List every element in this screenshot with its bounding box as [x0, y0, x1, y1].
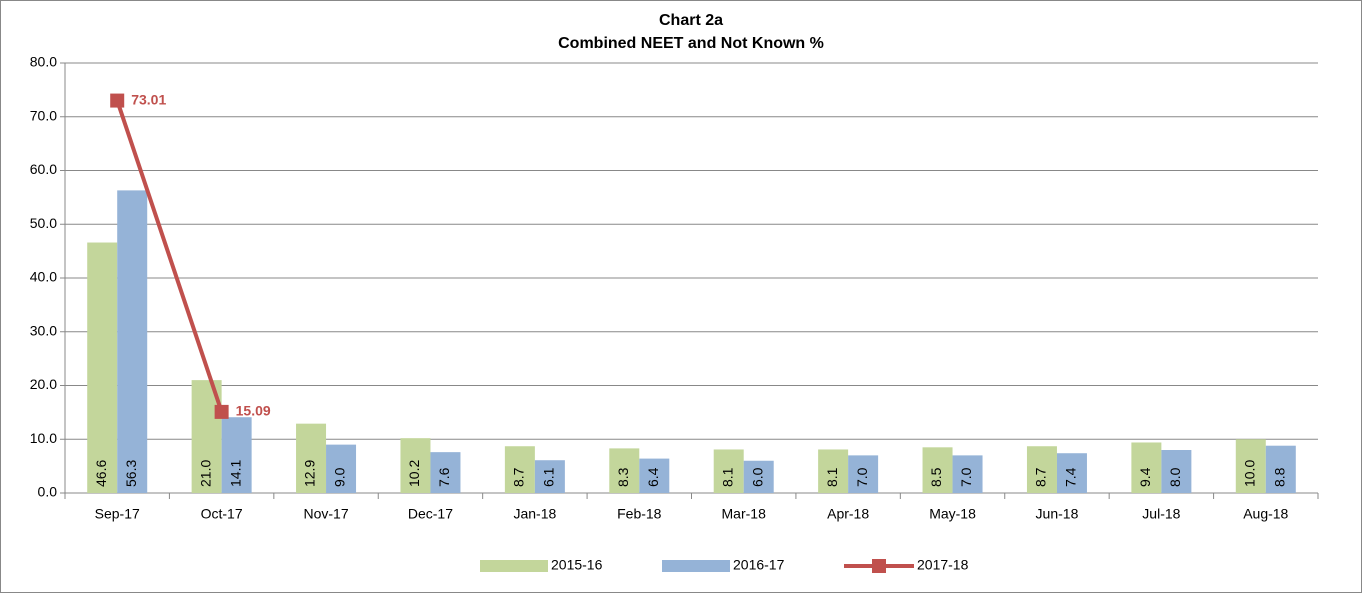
bar — [1235, 439, 1266, 493]
x-tick-label: Jan-18 — [513, 506, 556, 522]
x-tick-label: Mar-18 — [722, 506, 767, 522]
x-tick-label: Aug-18 — [1243, 506, 1288, 522]
bar — [296, 423, 327, 493]
bar — [713, 449, 744, 493]
bar-value-label: 56.3 — [123, 460, 139, 487]
x-tick-label: Apr-18 — [827, 506, 869, 522]
bar-value-label: 10.0 — [1241, 460, 1257, 487]
y-tick-label: 0.0 — [38, 484, 58, 500]
bar — [1131, 442, 1162, 493]
bar — [326, 444, 357, 493]
y-tick-label: 30.0 — [30, 322, 57, 338]
bar-value-label: 8.8 — [1271, 467, 1287, 487]
bar-value-label: 8.7 — [511, 467, 527, 487]
y-tick-label: 70.0 — [30, 107, 57, 123]
bar — [1056, 453, 1087, 493]
x-tick-label: Jun-18 — [1036, 506, 1079, 522]
bar — [430, 452, 461, 493]
line-value-label: 15.09 — [236, 403, 271, 419]
legend-label: 2016-17 — [733, 557, 785, 573]
bar-value-label: 7.0 — [958, 467, 974, 487]
line — [115, 99, 224, 413]
bar-value-label: 9.4 — [1137, 467, 1153, 487]
bar — [848, 455, 879, 493]
y-tick-label: 60.0 — [30, 161, 57, 177]
bar-value-label: 14.1 — [227, 460, 243, 487]
legend-swatch — [480, 560, 548, 572]
bar-value-label: 6.1 — [541, 467, 557, 487]
bar — [504, 446, 535, 493]
bar-value-label: 8.7 — [1033, 467, 1049, 487]
bar — [1161, 450, 1192, 493]
bar-value-label: 8.1 — [719, 467, 735, 487]
bar — [87, 242, 118, 493]
x-tick-label: Feb-18 — [617, 506, 662, 522]
bar-value-label: 10.2 — [406, 460, 422, 487]
bar-value-label: 7.6 — [436, 467, 452, 487]
chart-title: Chart 2a — [659, 12, 723, 29]
bar-value-label: 9.0 — [332, 467, 348, 487]
y-tick-label: 20.0 — [30, 376, 57, 392]
bar-value-label: 8.1 — [824, 467, 840, 487]
bar — [818, 449, 849, 493]
bar-value-label: 8.3 — [615, 467, 631, 487]
x-tick-label: May-18 — [929, 506, 976, 522]
legend-swatch-marker — [872, 559, 886, 573]
line-marker — [214, 404, 229, 419]
bar-value-label: 12.9 — [302, 460, 318, 487]
y-tick-label: 40.0 — [30, 269, 57, 285]
y-tick-label: 10.0 — [30, 430, 57, 446]
bar — [743, 460, 774, 493]
x-tick-label: Dec-17 — [408, 506, 453, 522]
legend-label: 2015-16 — [551, 557, 603, 573]
y-tick-label: 80.0 — [30, 54, 57, 70]
line-value-label: 73.01 — [131, 91, 166, 107]
x-tick-label: Jul-18 — [1142, 506, 1180, 522]
bar — [952, 455, 983, 493]
legend-swatch — [662, 560, 730, 572]
x-tick-label: Oct-17 — [201, 506, 243, 522]
bar — [609, 448, 640, 493]
bar-value-label: 8.0 — [1167, 467, 1183, 487]
x-tick-label: Sep-17 — [95, 506, 140, 522]
bar — [1026, 446, 1057, 493]
bar-value-label: 7.0 — [854, 467, 870, 487]
bar-value-label: 6.0 — [749, 467, 765, 487]
bar — [639, 458, 670, 493]
bar-value-label: 6.4 — [645, 467, 661, 487]
legend-label: 2017-18 — [917, 557, 969, 573]
chart-subtitle: Combined NEET and Not Known % — [558, 35, 824, 52]
bar-value-label: 8.5 — [928, 467, 944, 487]
bar-value-label: 21.0 — [197, 460, 213, 487]
y-tick-label: 50.0 — [30, 215, 57, 231]
line-marker — [110, 93, 125, 108]
bar — [534, 460, 565, 493]
bar-value-label: 46.6 — [93, 460, 109, 487]
bar — [1265, 445, 1296, 493]
bar — [117, 190, 148, 493]
bar — [221, 417, 252, 493]
bar-value-label: 7.4 — [1063, 467, 1079, 487]
bar — [922, 447, 953, 493]
x-tick-label: Nov-17 — [303, 506, 348, 522]
bar — [400, 438, 431, 493]
